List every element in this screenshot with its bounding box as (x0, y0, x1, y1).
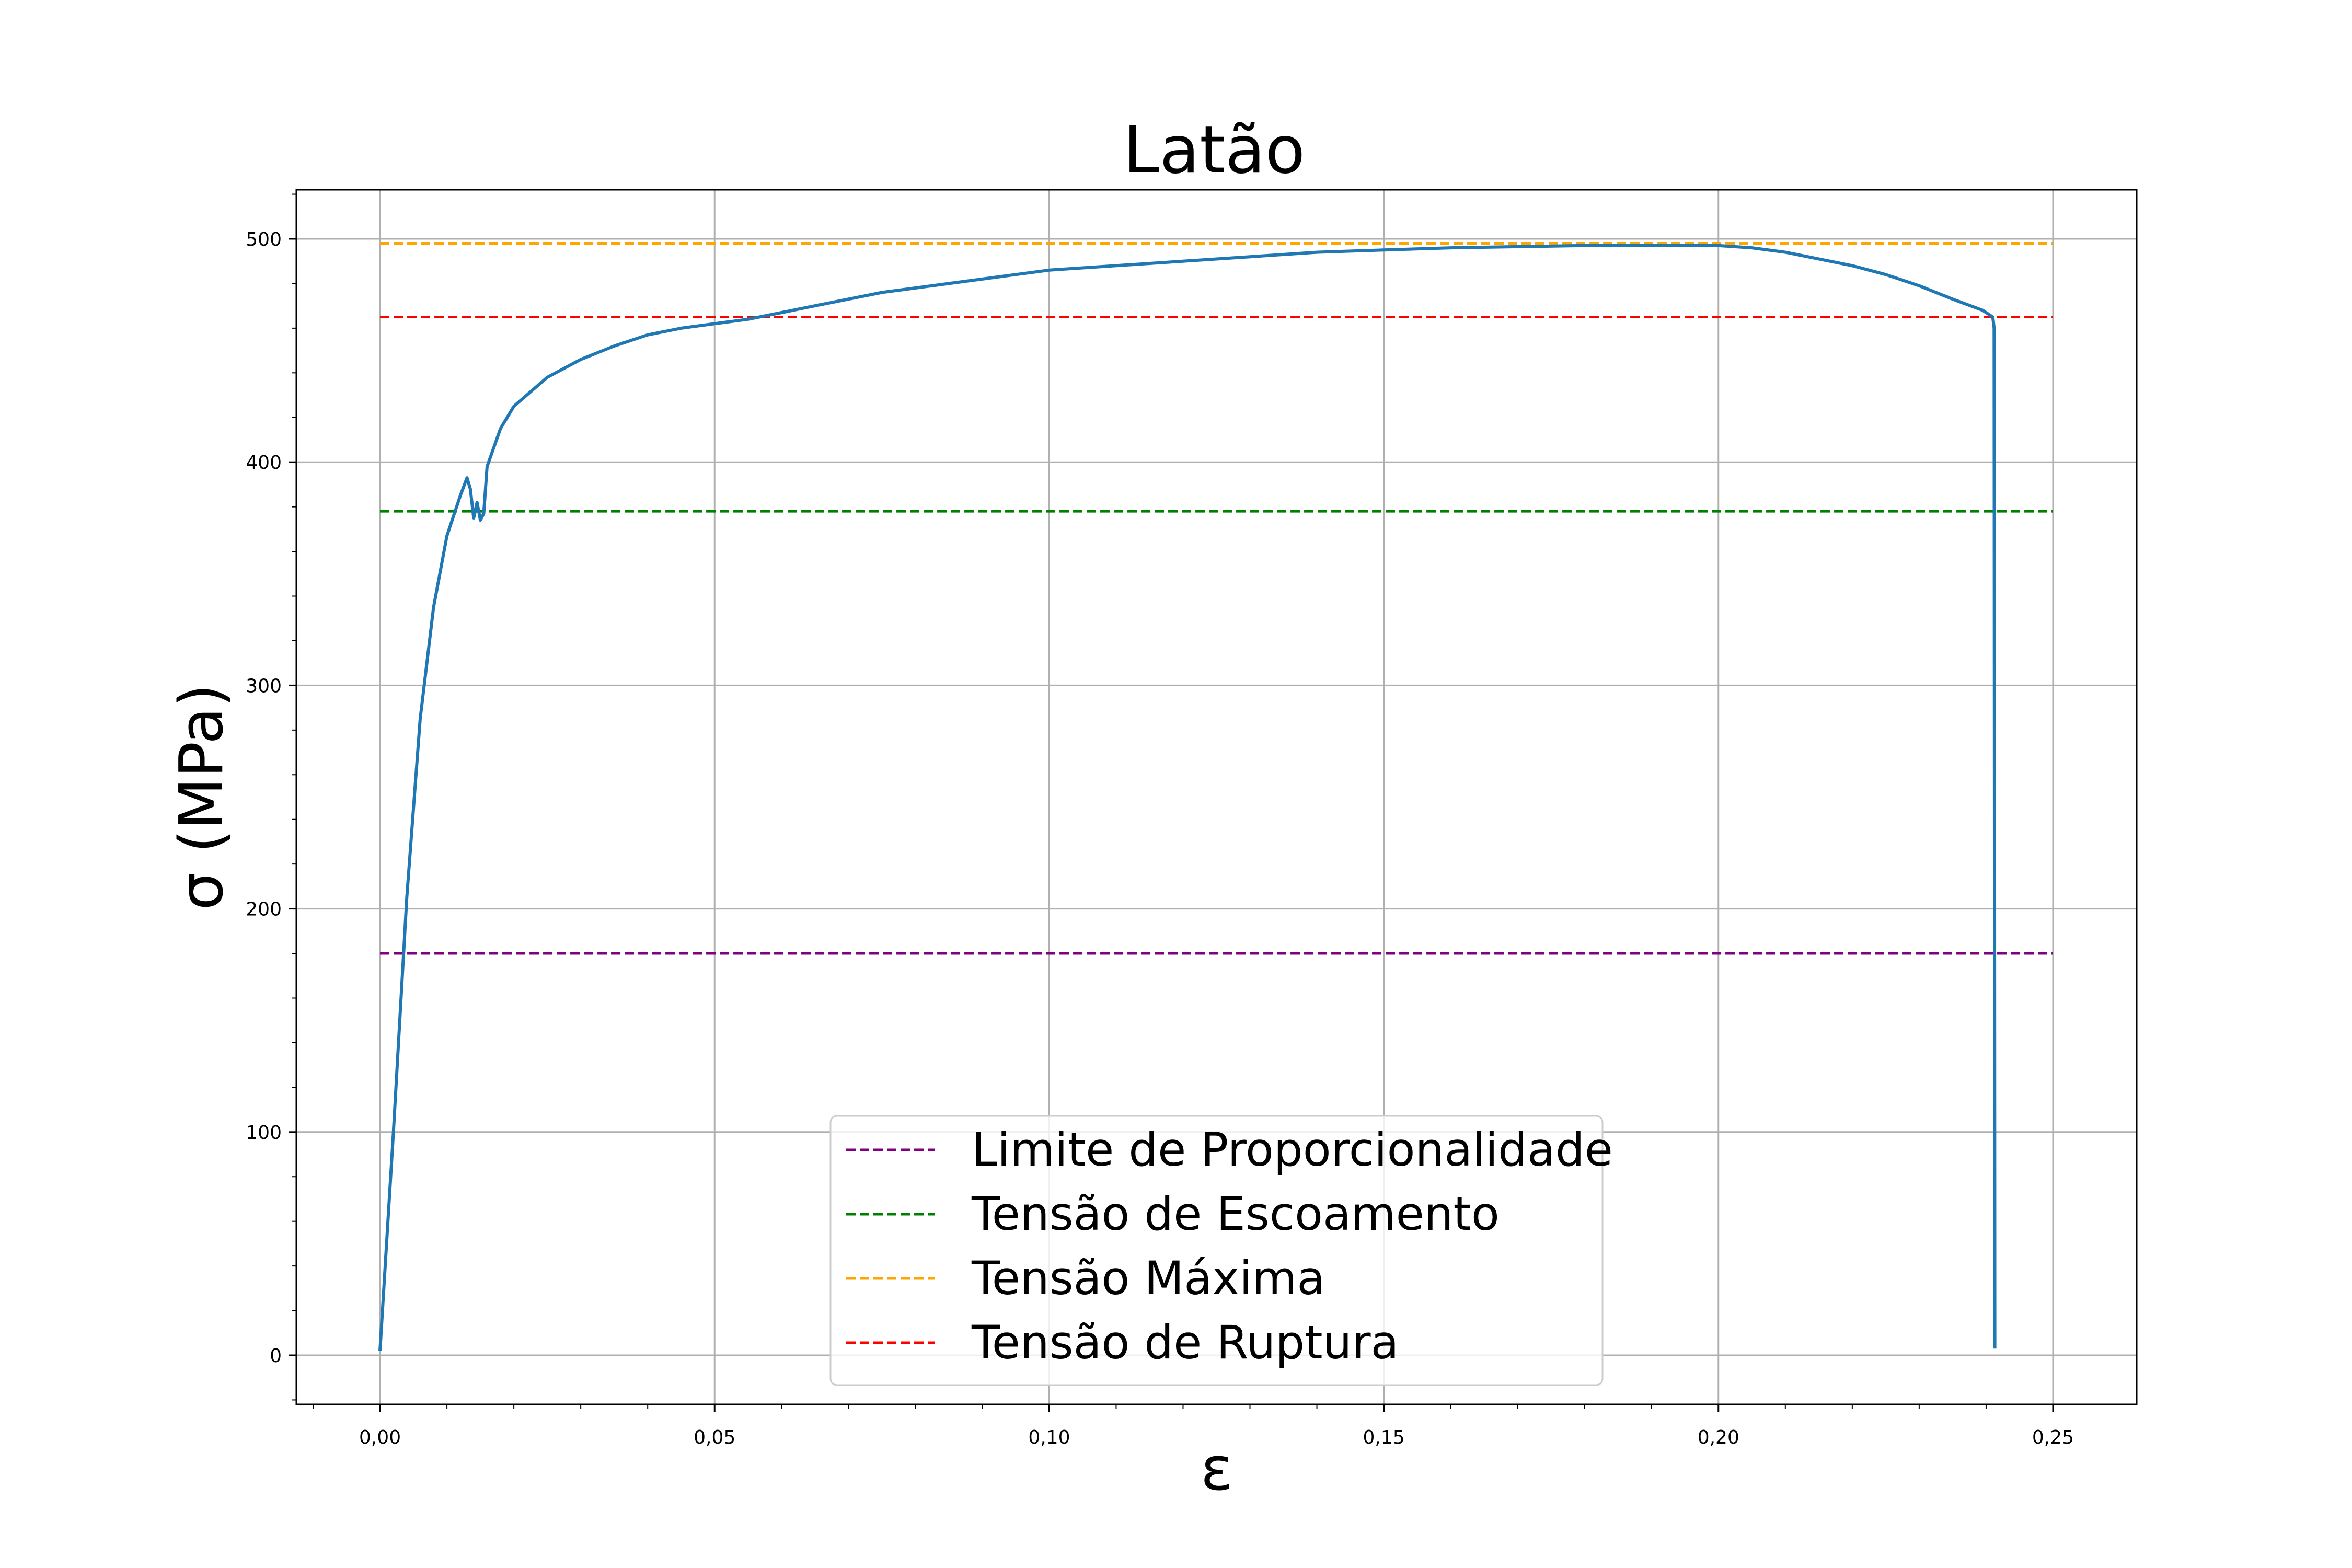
x-tick-label: 0,25 (2032, 1427, 2074, 1448)
y-tick-label: 0 (270, 1345, 282, 1367)
x-tick-label: 0,05 (694, 1427, 735, 1448)
y-tick-label: 100 (246, 1122, 282, 1144)
x-tick-label: 0,15 (1363, 1427, 1405, 1448)
legend-label: Tensão Máxima (971, 1251, 1325, 1305)
y-tick-label: 400 (246, 452, 282, 474)
plot-frame (295, 189, 2138, 1405)
curve-layer (378, 244, 1997, 1351)
x-tick-label: 0,00 (359, 1427, 401, 1448)
stress-strain-curve (378, 244, 1997, 1351)
legend: Limite de Proporcionalidade Tensão de Esc… (829, 1115, 1613, 1386)
y-axis-label: σ (MPa) (167, 684, 237, 910)
legend-items: Limite de Proporcionalidade Tensão de Esc… (846, 1123, 1613, 1369)
x-axis-label: ε (1201, 1434, 1233, 1504)
y-tick-label: 300 (246, 675, 282, 697)
legend-label: Tensão de Ruptura (971, 1316, 1399, 1369)
reference-lines-layer (380, 242, 2053, 955)
tick-layer: 0,00 0,05 0,10 0,15 0,20 0,25 0 100 200 300 400 500 (246, 193, 2074, 1448)
x-tick-label: 0,20 (1698, 1427, 1739, 1448)
chart-title: Latão (1123, 112, 1305, 188)
y-tick-label: 200 (246, 899, 282, 920)
legend-label: Limite de Proporcionalidade (972, 1123, 1613, 1177)
legend-box (829, 1115, 1604, 1386)
y-tick-label: 500 (246, 229, 282, 250)
x-tick-label: 0,10 (1028, 1427, 1070, 1448)
legend-label: Tensão de Escoamento (971, 1187, 1500, 1241)
plot-area (295, 189, 2138, 1405)
